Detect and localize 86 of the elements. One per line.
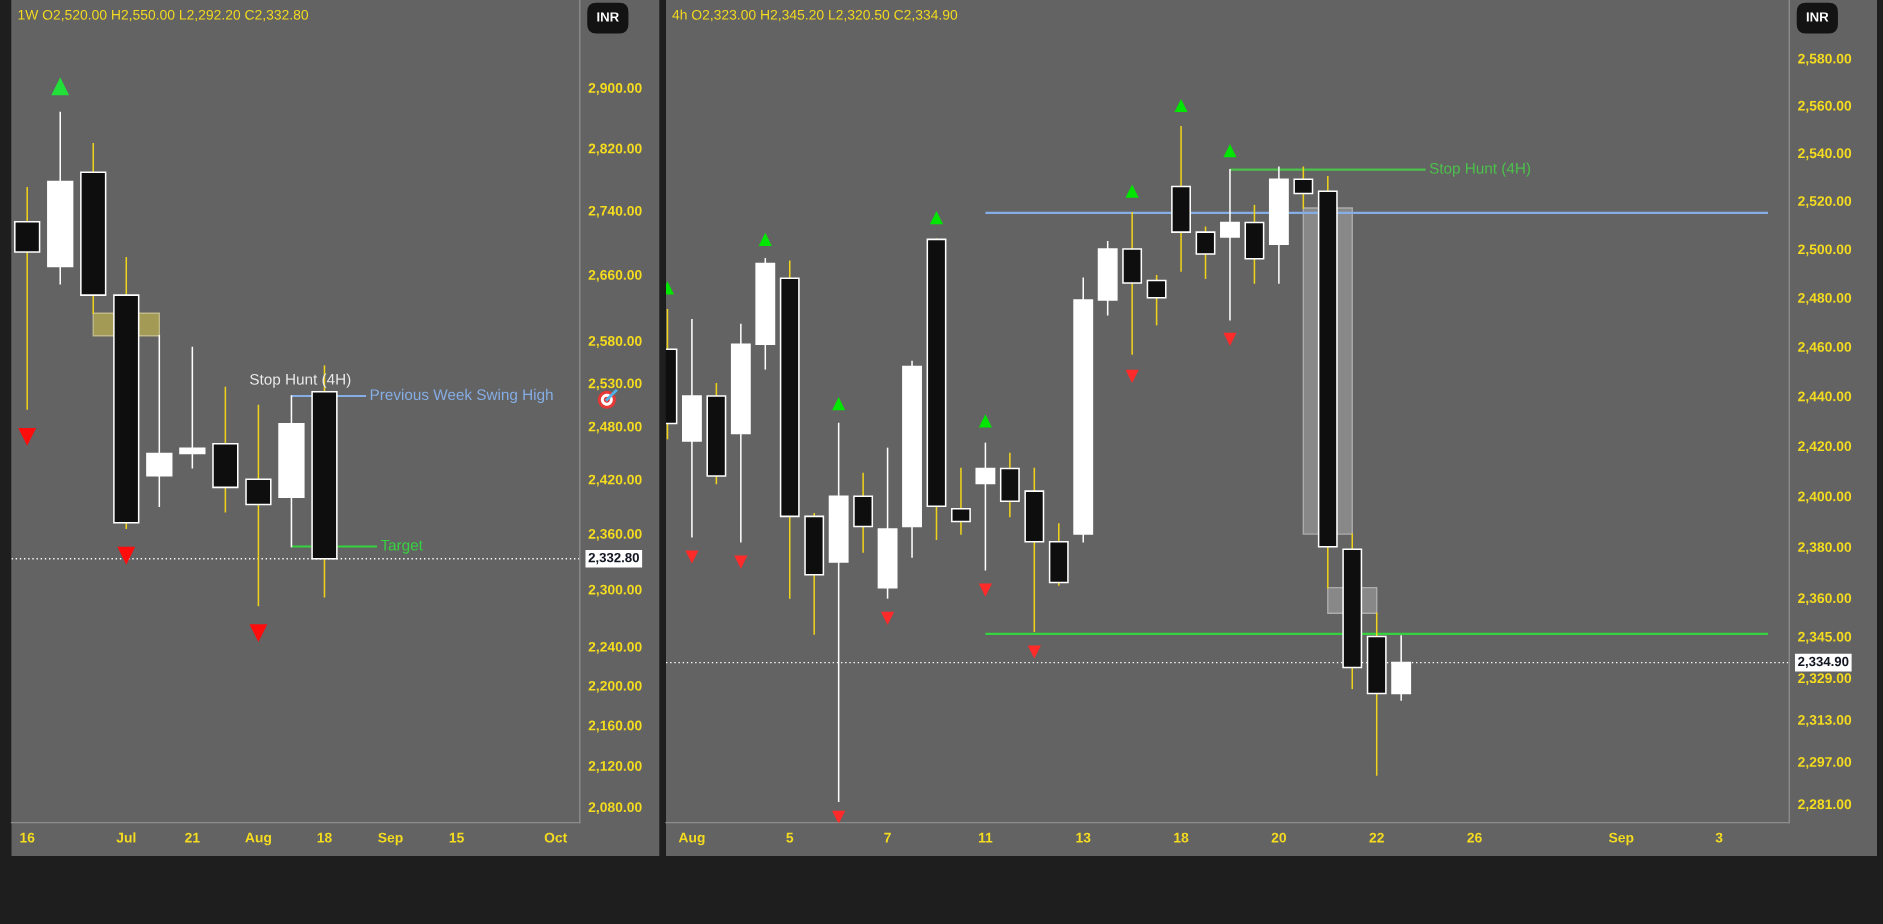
point bbox=[832, 396, 846, 411]
point bbox=[51, 77, 70, 96]
x-tick-label: 18 bbox=[1174, 832, 1189, 843]
point bbox=[978, 583, 993, 597]
point bbox=[758, 232, 772, 246]
candlestick bbox=[951, 467, 971, 535]
y-tick-label: 2,300.00 bbox=[588, 584, 642, 597]
point bbox=[685, 550, 699, 564]
y-tick-label: 2,660.00 bbox=[588, 270, 642, 282]
point bbox=[1223, 332, 1237, 346]
y-tick-label: 2,580.00 bbox=[588, 336, 642, 348]
y-tick-label: 2,360.00 bbox=[1798, 593, 1852, 606]
y-tick-label: 2,560.00 bbox=[1798, 100, 1852, 113]
y-tick-label: 2,420.00 bbox=[1798, 441, 1852, 454]
y-tick-label: 2,480.00 bbox=[588, 421, 642, 434]
point bbox=[1223, 143, 1237, 158]
point bbox=[978, 414, 993, 428]
x-tick-label: Aug bbox=[245, 832, 271, 846]
candlestick bbox=[1146, 274, 1167, 326]
point bbox=[117, 546, 136, 565]
y-tick-label: 2,540.00 bbox=[1798, 148, 1852, 161]
candlestick bbox=[975, 442, 996, 571]
y-tick-label: 2,160.00 bbox=[588, 720, 642, 733]
text: INR bbox=[597, 12, 619, 22]
y-tick-label: 2,520.00 bbox=[1798, 196, 1852, 208]
y-tick-label: 2,400.00 bbox=[1798, 491, 1852, 504]
point bbox=[734, 555, 748, 569]
point bbox=[18, 427, 37, 446]
series-label: Previous Week Swing High bbox=[370, 388, 553, 404]
x-tick-label: 5 bbox=[786, 832, 794, 843]
text: 1W O2,520.00 H2,550.00 L2,292.20 C2,332.80 bbox=[18, 9, 309, 22]
x-tick-label: 21 bbox=[185, 832, 200, 843]
y-tick-label: 2,900.00 bbox=[588, 83, 642, 95]
y-tick-label: 2,440.00 bbox=[1798, 391, 1852, 404]
series-label: Target bbox=[380, 539, 423, 554]
ref-line-label: 2,334.90 bbox=[1798, 656, 1849, 669]
x-tick-label: 18 bbox=[317, 832, 332, 843]
x-tick-label: 13 bbox=[1076, 832, 1091, 843]
candlestick bbox=[1293, 166, 1314, 209]
y-tick-label: 2,500.00 bbox=[1798, 244, 1852, 257]
candlestick bbox=[179, 346, 206, 469]
y-tick-label: 2,313.00 bbox=[1798, 715, 1852, 727]
x-tick-label: 7 bbox=[884, 832, 891, 843]
y-tick-label: 2,480.00 bbox=[1798, 293, 1852, 305]
y-tick-label: 2,080.00 bbox=[588, 802, 642, 815]
y-tick-label: 2,281.00 bbox=[1798, 799, 1852, 812]
y-tick-label: 2,297.00 bbox=[1798, 757, 1852, 769]
y-tick-label: 2,345.00 bbox=[1798, 631, 1852, 644]
y-tick-label: 2,200.00 bbox=[588, 680, 642, 693]
point bbox=[249, 624, 268, 642]
y-tick-label: 2,380.00 bbox=[1798, 542, 1852, 554]
x-tick-label: Jul bbox=[116, 832, 136, 843]
x-tick-label: 22 bbox=[1369, 832, 1384, 843]
x-tick-label: 20 bbox=[1271, 832, 1287, 843]
series-label: Stop Hunt (4H) bbox=[1429, 162, 1531, 177]
y-tick-label: 2,820.00 bbox=[588, 143, 642, 156]
point bbox=[1125, 369, 1139, 383]
ref-line-label: 2,332.80 bbox=[588, 552, 639, 565]
y-tick-label: 2,120.00 bbox=[588, 761, 642, 773]
x-tick-label: 11 bbox=[978, 832, 993, 843]
point bbox=[929, 211, 944, 225]
candlestick bbox=[1220, 168, 1240, 321]
x-tick-label: 16 bbox=[20, 832, 35, 843]
text: INR bbox=[1806, 12, 1829, 22]
y-tick-label: 2,420.00 bbox=[588, 474, 642, 487]
x-tick-label: 15 bbox=[449, 832, 464, 843]
point bbox=[1125, 184, 1139, 198]
y-tick-label: 2,580.00 bbox=[1798, 53, 1852, 66]
point bbox=[1027, 645, 1041, 659]
x-tick-label: Aug bbox=[678, 832, 705, 846]
y-tick-label: 2,240.00 bbox=[588, 641, 642, 654]
x-tick-label: 26 bbox=[1467, 832, 1482, 843]
candlestick bbox=[1195, 226, 1216, 279]
y-tick-label: 2,329.00 bbox=[1798, 673, 1852, 686]
text: 4h O2,323.00 H2,345.20 L2,320.50 C2,334.90 bbox=[672, 9, 958, 22]
y-tick-label: 2,530.00 bbox=[588, 378, 642, 391]
x-tick-label: Sep bbox=[378, 832, 403, 846]
y-tick-label: 2,740.00 bbox=[588, 205, 642, 218]
x-tick-label: 3 bbox=[1715, 832, 1723, 843]
y-tick-label: 2,360.00 bbox=[588, 528, 642, 541]
x-tick-label: Sep bbox=[1608, 832, 1634, 846]
x-tick-label: Oct bbox=[544, 832, 568, 843]
y-tick-label: 2,460.00 bbox=[1798, 342, 1852, 354]
point bbox=[832, 810, 846, 823]
point bbox=[1174, 98, 1188, 113]
point bbox=[880, 611, 895, 626]
